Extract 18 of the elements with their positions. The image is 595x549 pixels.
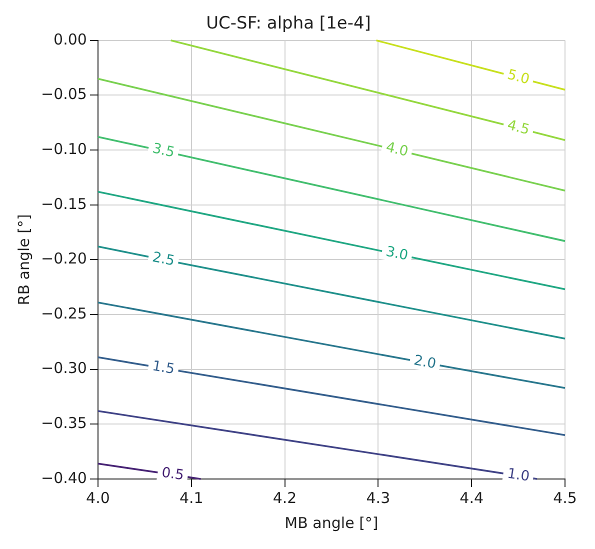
y-tick-label: −0.40 bbox=[41, 468, 87, 487]
y-axis-title: RB angle [°] bbox=[14, 214, 33, 306]
x-tick-label: 4.3 bbox=[366, 488, 390, 507]
y-tick-label: 0.00 bbox=[54, 30, 87, 48]
x-axis-title: MB angle [°] bbox=[284, 514, 378, 532]
x-tick-label: 4.0 bbox=[86, 488, 110, 507]
y-tick-label: −0.10 bbox=[41, 140, 87, 158]
y-tick-label: −0.20 bbox=[41, 250, 87, 268]
x-tick-label: 4.1 bbox=[179, 488, 204, 507]
x-tick-label: 4.5 bbox=[553, 488, 577, 507]
y-tick-label: −0.25 bbox=[41, 304, 87, 322]
chart-title: UC-SF: alpha [1e-4] bbox=[206, 14, 371, 34]
y-tick-label: −0.05 bbox=[41, 85, 87, 104]
x-tick-label: 4.2 bbox=[272, 488, 297, 507]
x-tick-label: 4.4 bbox=[460, 488, 484, 507]
y-tick-label: −0.30 bbox=[41, 359, 87, 378]
y-tick-label: −0.15 bbox=[41, 194, 87, 213]
y-tick-label: −0.35 bbox=[41, 414, 87, 432]
